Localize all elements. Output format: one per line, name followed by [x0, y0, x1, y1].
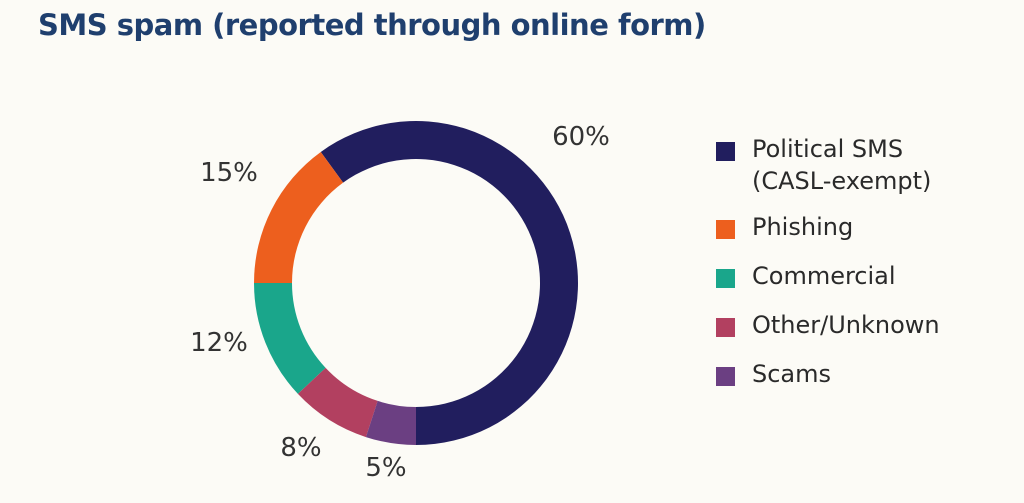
legend-item-scams: Scams — [716, 358, 940, 390]
slice-other-unknown — [297, 367, 378, 438]
legend-swatch — [716, 367, 735, 386]
legend-item-political-sms: Political SMS (CASL-exempt) — [716, 133, 940, 197]
slice-labels: 60% 15% 12% 8% 5% — [190, 122, 610, 483]
slice-label-other-unknown: 8% — [280, 433, 321, 463]
donut-slices — [254, 121, 578, 445]
legend-label: Phishing — [752, 213, 854, 241]
legend-label: Political SMS (CASL-exempt) — [752, 135, 932, 195]
slice-political-sms — [320, 121, 578, 445]
legend-item-other-unknown: Other/Unknown — [716, 309, 940, 341]
legend-swatch — [716, 318, 735, 337]
legend-label: Commercial — [752, 262, 896, 290]
legend-swatch — [716, 220, 735, 239]
slice-label-phishing: 15% — [200, 158, 258, 188]
legend-label: Scams — [752, 360, 832, 388]
slice-label-commercial: 12% — [190, 328, 248, 358]
chart-title: SMS spam (reported through online form) — [38, 8, 706, 42]
legend-swatch — [716, 269, 735, 288]
slice-scams — [365, 400, 416, 445]
legend: Political SMS (CASL-exempt) Phishing Comm… — [716, 133, 940, 407]
slice-label-scams: 5% — [365, 453, 406, 483]
legend-item-commercial: Commercial — [716, 260, 940, 292]
slice-phishing — [254, 151, 344, 283]
slice-commercial — [254, 283, 326, 394]
slice-label-political-sms: 60% — [552, 122, 610, 152]
legend-swatch — [716, 142, 735, 161]
legend-item-phishing: Phishing — [716, 211, 940, 243]
legend-label: Other/Unknown — [752, 311, 940, 339]
